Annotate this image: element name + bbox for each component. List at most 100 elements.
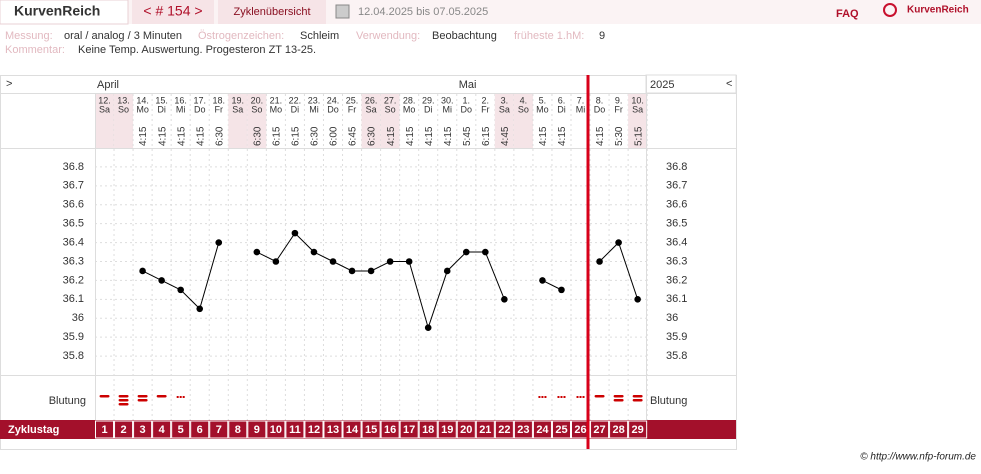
- bleeding-mark: [156, 395, 167, 398]
- faq-link[interactable]: FAQ: [836, 8, 859, 20]
- info-value: Beobachtung: [432, 30, 497, 42]
- dot: [544, 396, 547, 398]
- nav-prev[interactable]: >: [6, 78, 12, 90]
- temperature-point: [177, 286, 184, 294]
- weekday-label: Do: [461, 104, 473, 114]
- temperature-point: [539, 277, 546, 284]
- y-tick-label-right: 36.1: [666, 293, 687, 305]
- dash: [613, 395, 624, 398]
- day-label: 24.: [327, 95, 340, 105]
- cycle-day-cell: [418, 420, 438, 439]
- time-label: 4:15: [386, 126, 397, 146]
- y-tick-label-right: 36.6: [666, 199, 687, 211]
- weekend-shade: [628, 94, 648, 148]
- cycle-day-cell: [437, 420, 457, 439]
- dash: [118, 395, 129, 398]
- y-tick-label: 36.1: [63, 293, 84, 305]
- temperature-point: [386, 258, 394, 265]
- day-label: 12.: [98, 95, 111, 105]
- cycle-day: 12: [308, 424, 320, 436]
- cycle-day-cell: [609, 420, 629, 439]
- overview-link[interactable]: Zyklenübersicht: [233, 6, 310, 18]
- app-title[interactable]: KurvenReich: [14, 3, 100, 19]
- y-tick-label: 36.6: [63, 199, 84, 211]
- time-label: 4:15: [176, 126, 187, 146]
- time-label: 4:15: [405, 126, 416, 146]
- cycle-day: 23: [517, 424, 529, 436]
- cycle-day: 19: [441, 424, 453, 436]
- bleeding-mark: [99, 395, 110, 398]
- day-label: 29.: [422, 95, 435, 105]
- temperature-point: [272, 258, 280, 265]
- print-icon[interactable]: [335, 4, 350, 19]
- info-label: Östrogenzeichen:: [198, 30, 284, 42]
- cycle-day: 9: [254, 424, 260, 436]
- temperature-point: [215, 239, 223, 246]
- cycle-day: 2: [120, 424, 126, 436]
- time-label: 6:00: [329, 126, 340, 146]
- dot: [182, 396, 185, 398]
- y-tick-label-right: 36.3: [666, 255, 687, 267]
- weekend-shade: [513, 94, 533, 148]
- cycle-day-cell: [494, 420, 514, 439]
- temperature-point: [501, 296, 508, 303]
- dash: [632, 395, 643, 398]
- weekday-label: Mo: [403, 104, 416, 114]
- y-tick-label-right: 36.7: [666, 180, 687, 192]
- time-label: 4:15: [138, 126, 149, 146]
- day-label: 10.: [631, 95, 644, 105]
- temperature-point: [348, 267, 356, 275]
- temperature-point: [596, 258, 603, 265]
- cycle-day-cell: [152, 420, 172, 439]
- date-range: 12.04.2025 bis 07.05.2025: [358, 6, 488, 18]
- temperature-point: [291, 229, 299, 237]
- cycle-day-cell: [247, 420, 267, 439]
- dash: [99, 395, 110, 398]
- day-label: 15.: [155, 95, 168, 105]
- info-value: 9: [599, 30, 605, 42]
- weekend-shade: [95, 94, 115, 148]
- time-label: 6:15: [481, 126, 492, 146]
- weekday-label: Mi: [176, 104, 186, 114]
- day-label: 16.: [174, 95, 187, 105]
- weekday-label: Sa: [99, 104, 110, 114]
- nav-next[interactable]: <: [726, 78, 732, 90]
- y-tick-label: 35.9: [63, 331, 84, 343]
- y-tick-label-right: 36.2: [666, 274, 687, 286]
- weekday-label: Sa: [632, 104, 643, 114]
- weekday-label: Do: [194, 104, 206, 114]
- cycle-day: 6: [197, 424, 203, 436]
- day-label: 26.: [365, 95, 378, 105]
- dash: [137, 395, 148, 398]
- y-tick-label: 36.8: [63, 161, 84, 173]
- bleeding-mark: [632, 395, 643, 402]
- day-label: 23.: [308, 95, 321, 105]
- temperature-point: [158, 277, 165, 284]
- time-label: 4:15: [424, 126, 435, 146]
- temperature-point: [329, 258, 337, 265]
- temperature-point: [615, 239, 622, 246]
- cycle-day: 11: [289, 424, 301, 436]
- bleeding-mark: [538, 396, 547, 398]
- weekday-label: Sa: [366, 104, 377, 114]
- cycle-nav[interactable]: < # 154 >: [143, 3, 202, 19]
- y-tick-label-right: 36.8: [666, 161, 687, 173]
- day-label: 22.: [289, 95, 302, 105]
- day-label: 13.: [117, 95, 130, 105]
- info-value: oral / analog / 3 Minuten: [64, 30, 182, 42]
- cycle-day: 24: [536, 424, 549, 436]
- logo-text[interactable]: KurvenReich: [907, 5, 969, 16]
- day-label: 6.: [558, 95, 566, 105]
- cycle-day: 15: [365, 424, 377, 436]
- weekend-shade: [228, 94, 248, 148]
- cycle-day: 7: [216, 424, 222, 436]
- weekday-label: Mi: [576, 104, 586, 114]
- dash: [594, 395, 605, 398]
- weekday-label: Do: [327, 104, 339, 114]
- cycle-day-cell: [285, 420, 305, 439]
- temperature-point: [196, 305, 204, 313]
- time-label: 6:30: [367, 126, 378, 146]
- bleeding-mark: [176, 396, 185, 398]
